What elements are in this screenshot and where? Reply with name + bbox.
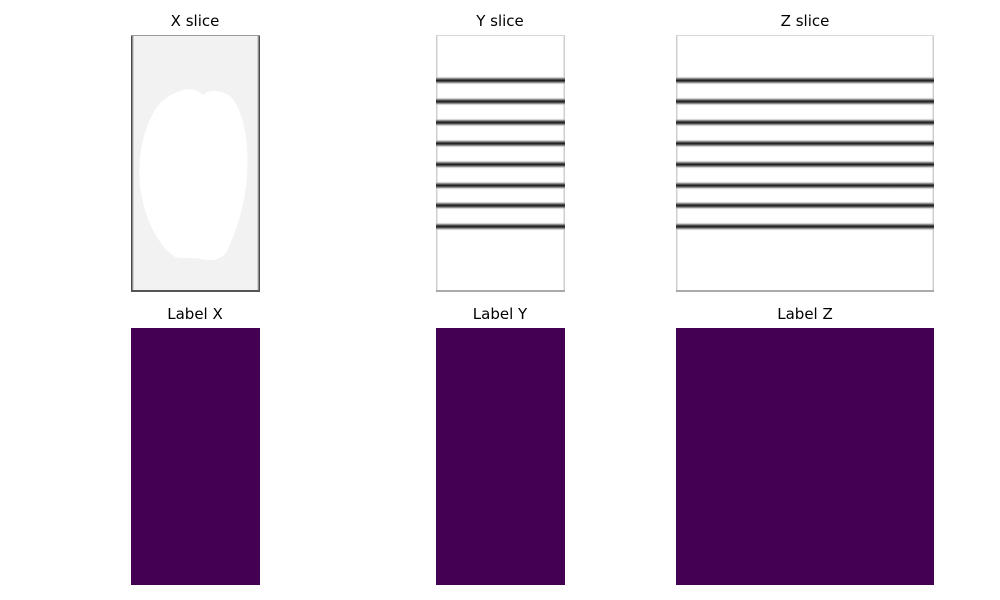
y-slice-stripes <box>436 76 565 231</box>
z-slice-title: Z slice <box>780 12 830 30</box>
label-z-image <box>676 328 934 585</box>
y-slice-stripe <box>436 139 565 148</box>
label-x-image <box>131 328 260 585</box>
z-slice-stripe <box>676 160 934 169</box>
y-slice-title: Y slice <box>476 12 524 30</box>
y-slice-svg <box>436 35 565 292</box>
z-slice-svg <box>676 35 934 292</box>
x-slice-top-edge <box>131 35 260 36</box>
y-slice-stripe <box>436 201 565 210</box>
x-slice-svg <box>131 35 260 292</box>
z-slice-stripe <box>676 139 934 148</box>
z-slice-stripe <box>676 97 934 106</box>
z-slice-image <box>676 35 934 292</box>
y-slice-stripe <box>436 97 565 106</box>
x-slice-right-edge <box>257 35 260 292</box>
y-slice-top-edge <box>436 35 565 36</box>
x-slice-image <box>131 35 260 292</box>
y-slice-image <box>436 35 565 292</box>
y-slice-stripe <box>436 118 565 127</box>
x-slice-left-edge <box>131 35 134 292</box>
z-slice-stripe <box>676 201 934 210</box>
y-slice-stripe <box>436 160 565 169</box>
x-slice-title: X slice <box>170 12 220 30</box>
z-slice-stripe <box>676 222 934 231</box>
z-slice-stripe <box>676 76 934 85</box>
label-z-title: Label Z <box>777 305 833 323</box>
y-slice-stripe <box>436 76 565 85</box>
y-slice-stripe <box>436 222 565 231</box>
z-slice-stripes <box>676 76 934 231</box>
label-y-image <box>436 328 565 585</box>
z-slice-bottom-edge <box>676 290 934 292</box>
label-y-title: Label Y <box>472 305 528 323</box>
y-slice-stripe <box>436 181 565 190</box>
z-slice-stripe <box>676 181 934 190</box>
z-slice-stripe <box>676 118 934 127</box>
z-slice-top-edge <box>676 35 934 36</box>
label-x-title: Label X <box>167 305 223 323</box>
x-slice-bottom-edge <box>131 290 260 292</box>
x-slice-blob <box>139 89 248 261</box>
y-slice-bottom-edge <box>436 290 565 292</box>
